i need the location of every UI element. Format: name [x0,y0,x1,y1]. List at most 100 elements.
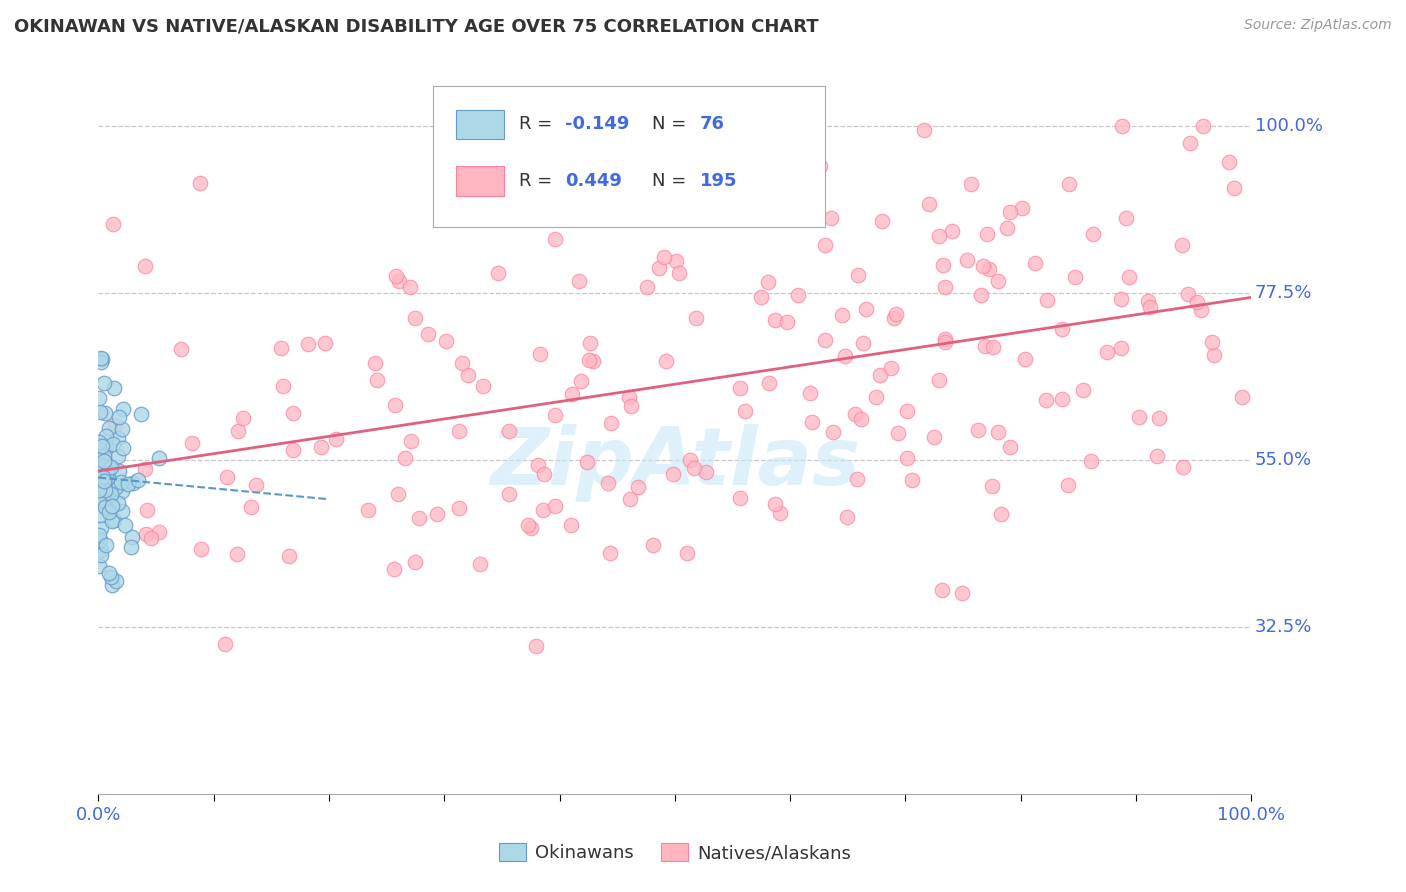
Natives/Alaskans [1050,392,1073,407]
Natives/Alaskans [569,374,592,388]
Okinawans [90,354,112,368]
Natives/Alaskans [366,373,388,387]
Okinawans [89,508,111,522]
Natives/Alaskans [399,434,422,448]
Text: N =: N = [652,172,692,190]
Natives/Alaskans [382,562,405,576]
Natives/Alaskans [214,637,236,651]
FancyBboxPatch shape [456,166,505,195]
Okinawans [103,382,125,396]
Okinawans [97,484,120,499]
Okinawans [87,528,110,542]
Natives/Alaskans [973,339,995,353]
Natives/Alaskans [387,487,409,501]
Natives/Alaskans [533,467,555,482]
Natives/Alaskans [619,492,641,507]
Okinawans [111,504,134,518]
Okinawans [101,486,124,500]
Okinawans [127,473,149,487]
Natives/Alaskans [582,354,605,368]
Natives/Alaskans [135,526,157,541]
Okinawans [98,421,121,435]
Natives/Alaskans [758,376,780,390]
Natives/Alaskans [1095,345,1118,359]
Natives/Alaskans [617,390,640,404]
Natives/Alaskans [896,404,918,418]
Natives/Alaskans [981,478,1004,492]
Natives/Alaskans [520,521,543,535]
Natives/Alaskans [955,253,977,268]
Natives/Alaskans [1063,270,1085,285]
Natives/Alaskans [1139,301,1161,315]
Natives/Alaskans [271,378,294,392]
Natives/Alaskans [763,497,786,511]
Okinawans [120,540,142,554]
Okinawans [100,578,122,592]
Natives/Alaskans [226,424,249,438]
Okinawans [129,407,152,421]
Natives/Alaskans [544,499,567,513]
Okinawans [107,449,129,463]
Text: 195: 195 [700,172,738,190]
Natives/Alaskans [283,406,305,420]
Natives/Alaskans [468,558,491,572]
Text: 76: 76 [700,115,725,134]
Natives/Alaskans [404,311,426,326]
Natives/Alaskans [188,177,211,191]
Natives/Alaskans [808,160,831,174]
Natives/Alaskans [887,425,910,440]
Natives/Alaskans [1109,341,1132,355]
Natives/Alaskans [170,343,193,357]
Natives/Alaskans [834,349,856,363]
Okinawans [117,477,139,491]
Okinawans [93,470,115,484]
Natives/Alaskans [104,417,127,432]
Natives/Alaskans [560,518,582,533]
Natives/Alaskans [799,386,821,401]
Natives/Alaskans [987,425,1010,439]
Natives/Alaskans [281,443,304,458]
Natives/Alaskans [734,404,756,418]
Natives/Alaskans [1080,454,1102,468]
Natives/Alaskans [981,340,1004,354]
Natives/Alaskans [934,335,956,350]
Okinawans [111,421,134,435]
Natives/Alaskans [998,205,1021,219]
Natives/Alaskans [844,408,866,422]
Natives/Alaskans [1118,269,1140,284]
Text: 0.449: 0.449 [565,172,623,190]
Okinawans [105,480,128,494]
Text: ZipAtlas: ZipAtlas [489,424,860,501]
Natives/Alaskans [681,175,703,189]
Okinawans [96,539,118,553]
Natives/Alaskans [457,368,479,382]
Okinawans [114,518,136,533]
Okinawans [93,474,115,488]
Natives/Alaskans [1057,477,1080,491]
Okinawans [89,405,111,419]
Okinawans [87,435,110,450]
Okinawans [96,428,118,442]
Natives/Alaskans [568,274,591,288]
Natives/Alaskans [679,452,702,467]
Natives/Alaskans [901,473,924,487]
Natives/Alaskans [408,511,430,525]
Okinawans [90,521,112,535]
Natives/Alaskans [434,334,457,348]
Natives/Alaskans [1149,411,1171,425]
Natives/Alaskans [309,440,332,454]
Natives/Alaskans [998,440,1021,454]
Natives/Alaskans [384,398,406,412]
Natives/Alaskans [801,415,824,429]
Natives/Alaskans [270,341,292,355]
Okinawans [94,500,117,515]
Natives/Alaskans [1171,238,1194,252]
Natives/Alaskans [531,503,554,517]
Okinawans [93,483,115,497]
Okinawans [97,566,120,581]
Okinawans [100,486,122,500]
Natives/Alaskans [404,555,426,569]
Natives/Alaskans [1036,293,1059,308]
Okinawans [122,476,145,491]
Okinawans [91,439,114,453]
